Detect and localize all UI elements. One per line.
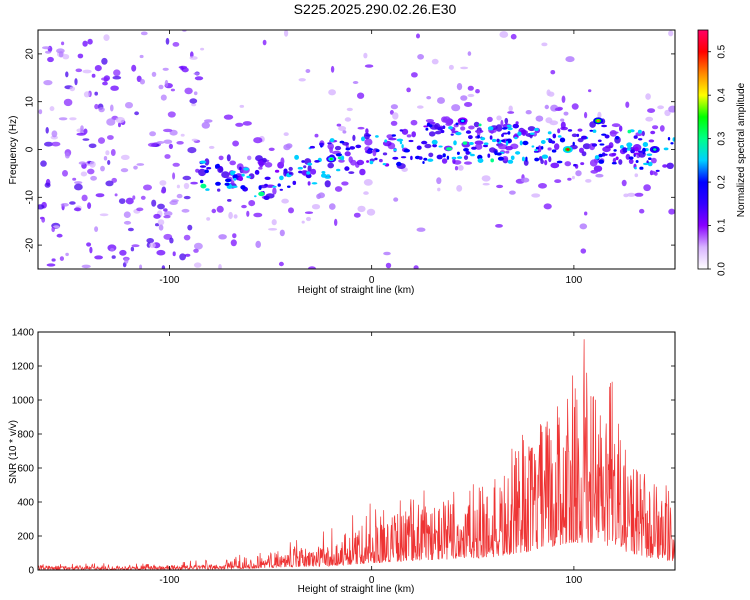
snr-frame	[37, 331, 676, 571]
snr-y-ticks: 0 200 400 600 800 1000 1200 1400	[12, 328, 675, 577]
x-tick-label: -100	[159, 275, 179, 286]
colorbar-ticks: 0.0 0.1 0.2 0.3 0.4 0.5	[708, 44, 728, 276]
colorbar-label: Normalized spectral amplitude	[736, 82, 747, 217]
colorbar-tick-label: 0.2	[717, 175, 728, 189]
x-tick-label: 0	[369, 575, 375, 586]
spectrogram-x-ticks: -100 0 100	[159, 30, 583, 286]
y-tick-label: 20	[25, 48, 36, 60]
snr-x-label: Height of straight line (km)	[298, 584, 415, 595]
colorbar-gradient	[698, 30, 708, 269]
colorbar-tick-label: 0.4	[717, 88, 728, 102]
spectral-peak	[326, 155, 337, 163]
spectrogram-x-label: Height of straight line (km)	[298, 285, 415, 296]
snr-panel: -100 0 100 0 200 400 600 800 1000 1200 1400 Heigh…	[8, 328, 676, 595]
y-tick-label: 600	[17, 464, 34, 475]
spectrogram-blobs	[38, 30, 675, 269]
y-tick-label: 200	[17, 532, 34, 543]
y-tick-label: 0	[28, 566, 34, 577]
snr-series-line	[37, 339, 676, 571]
colorbar-tick-label: 0.5	[717, 44, 728, 58]
colorbar-tick-label: 0.3	[717, 131, 728, 145]
colorbar-tick-label: 0.1	[717, 218, 728, 232]
spectrogram-y-label: Frequency (Hz)	[8, 116, 19, 185]
y-tick-label: 400	[17, 498, 34, 509]
spectral-peak	[457, 117, 468, 125]
chart-title: S225.2025.290.02.26.E30	[293, 1, 457, 17]
snr-y-label: SNR (10 * v/v)	[8, 420, 19, 484]
x-tick-label: 0	[369, 275, 375, 286]
colorbar-tick-label: 0.0	[717, 262, 728, 276]
spectral-peak	[562, 146, 573, 153]
y-tick-label: -10	[25, 190, 36, 205]
snr-x-ticks: -100 0 100	[159, 332, 583, 586]
spectral-peak	[649, 146, 660, 153]
spectrogram-y-ticks: -20 -10 0 10 20	[25, 48, 675, 252]
x-tick-label: -100	[159, 575, 179, 586]
colorbar: 0.0 0.1 0.2 0.3 0.4 0.5 Normalized spectral a…	[697, 29, 747, 276]
y-tick-label: 800	[17, 430, 34, 441]
y-tick-label: 0	[25, 146, 36, 152]
x-tick-label: 100	[566, 275, 583, 286]
y-tick-label: 10	[25, 96, 36, 108]
y-tick-label: -20	[25, 237, 36, 252]
spectral-peak	[593, 117, 604, 125]
y-tick-label: 1000	[12, 396, 35, 407]
colorbar-frame	[697, 29, 709, 270]
y-tick-label: 1400	[12, 328, 35, 339]
x-tick-label: 100	[566, 575, 583, 586]
y-tick-label: 1200	[12, 362, 35, 373]
